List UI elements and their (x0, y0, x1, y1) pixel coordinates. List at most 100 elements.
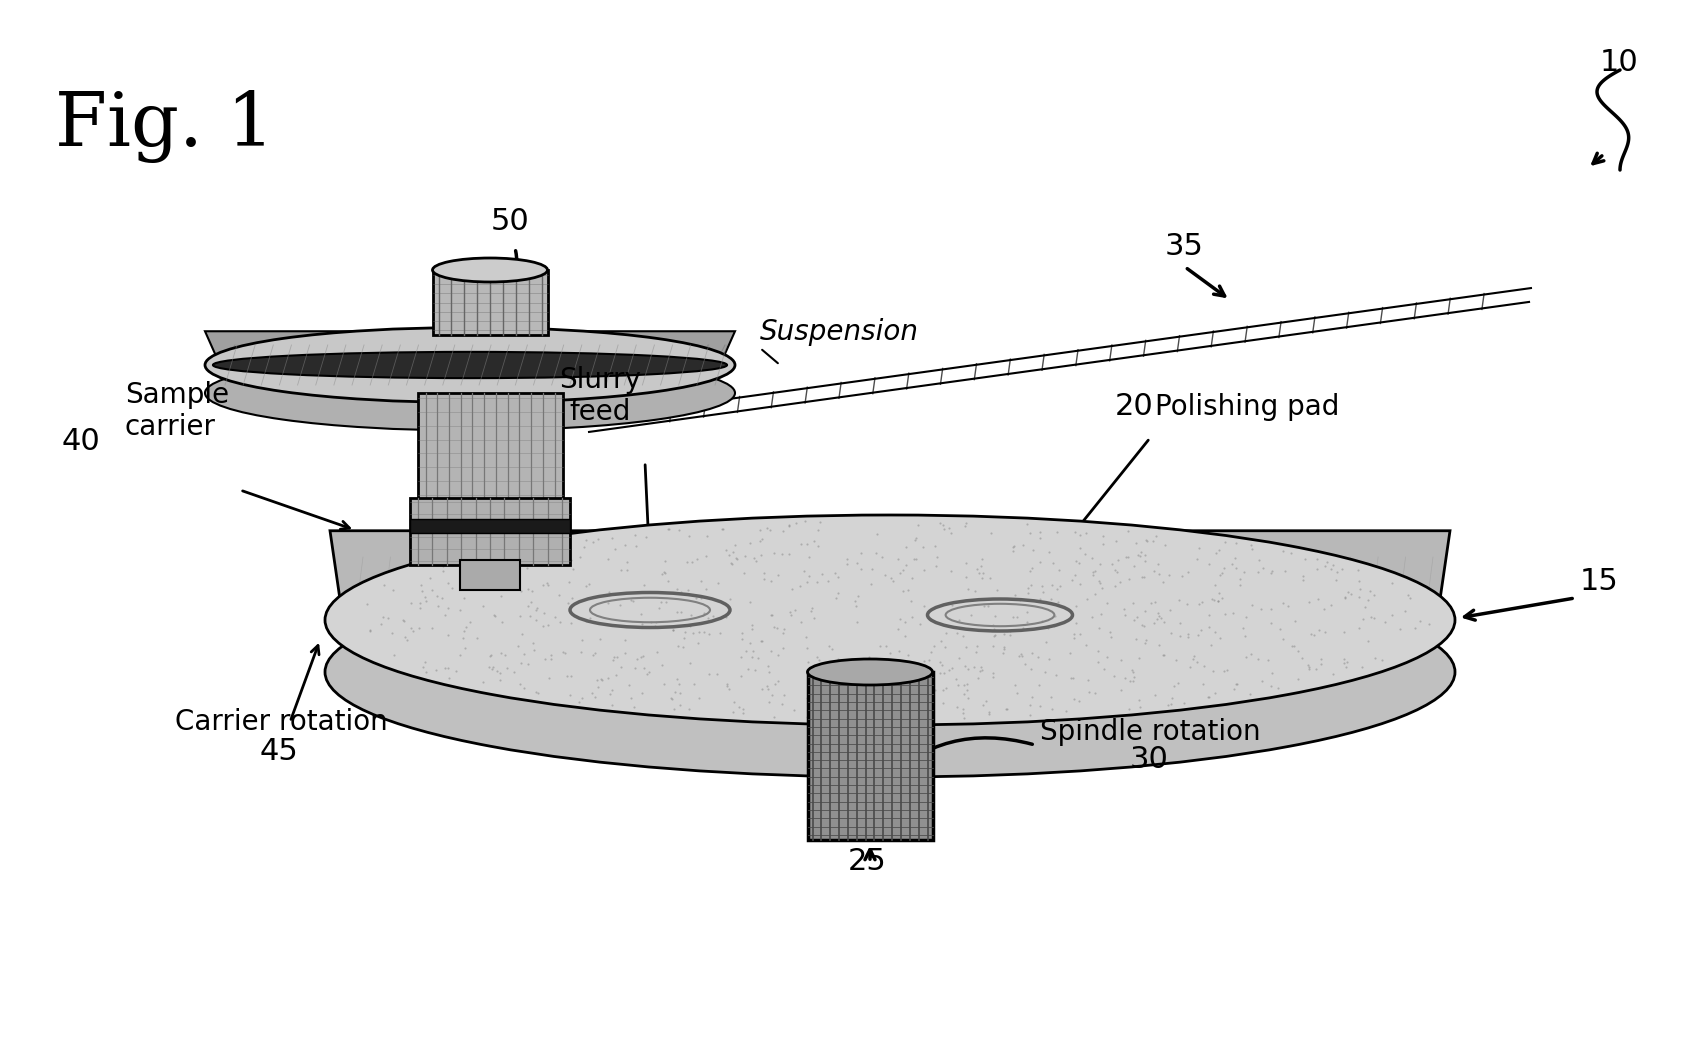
Point (903, 529, 930, 546)
Point (679, 625, 706, 642)
Point (1196, 607, 1223, 624)
Point (501, 546, 529, 563)
Point (664, 638, 691, 655)
Point (713, 678, 740, 695)
Point (1328, 560, 1355, 577)
Point (1223, 535, 1250, 552)
Point (634, 665, 661, 682)
Point (1042, 667, 1069, 684)
Point (661, 701, 688, 718)
Point (893, 538, 920, 555)
Point (922, 537, 949, 554)
Point (938, 660, 966, 677)
Point (1062, 597, 1089, 614)
Point (764, 567, 791, 584)
Point (871, 567, 898, 584)
Point (1206, 567, 1233, 584)
Point (944, 624, 971, 641)
Point (657, 690, 684, 707)
Point (618, 690, 645, 707)
Point (901, 694, 928, 711)
Point (1159, 689, 1186, 706)
Point (725, 698, 752, 715)
Point (798, 602, 825, 619)
Point (717, 590, 744, 607)
Point (922, 681, 949, 698)
Point (447, 646, 474, 663)
Point (1028, 577, 1055, 594)
Point (818, 685, 845, 702)
Point (979, 669, 1006, 686)
Point (1101, 668, 1128, 685)
Point (596, 584, 623, 601)
Point (449, 629, 476, 646)
Point (847, 663, 874, 680)
Point (449, 568, 476, 585)
Point (1352, 598, 1379, 615)
Point (1238, 537, 1265, 554)
Point (507, 675, 534, 692)
Point (1086, 572, 1113, 589)
Point (1115, 549, 1142, 566)
Point (1120, 611, 1147, 628)
Point (695, 626, 722, 643)
Point (1059, 670, 1086, 687)
Point (750, 570, 778, 587)
Text: Sample
carrier: Sample carrier (125, 381, 229, 441)
Point (1318, 596, 1345, 613)
Point (1220, 605, 1247, 622)
Point (976, 705, 1003, 722)
Point (1127, 698, 1154, 715)
Point (649, 656, 676, 673)
Point (833, 551, 861, 568)
Point (1128, 569, 1155, 586)
Point (930, 664, 957, 681)
Point (1015, 604, 1042, 621)
Point (762, 619, 789, 636)
Point (1072, 524, 1099, 541)
Point (627, 606, 654, 623)
Point (1226, 576, 1254, 593)
Point (879, 572, 906, 589)
Point (667, 696, 695, 713)
Point (1027, 529, 1054, 546)
Point (1233, 608, 1260, 625)
Point (1120, 663, 1147, 680)
Point (1204, 592, 1232, 609)
Point (432, 659, 459, 676)
Point (449, 566, 476, 583)
Point (1338, 586, 1365, 603)
Point (718, 555, 745, 572)
Point (1140, 614, 1167, 631)
Point (527, 557, 554, 574)
Ellipse shape (432, 258, 547, 282)
Point (501, 559, 529, 576)
Point (1220, 680, 1247, 697)
Point (937, 524, 964, 541)
Point (1013, 516, 1040, 533)
Point (747, 547, 774, 564)
Point (644, 644, 671, 661)
Point (757, 522, 784, 539)
Point (715, 546, 742, 563)
Point (761, 708, 788, 725)
Point (739, 617, 766, 634)
Point (1047, 577, 1074, 594)
Point (1277, 544, 1304, 561)
Point (412, 663, 439, 680)
Point (595, 670, 622, 687)
Point (950, 701, 977, 718)
Point (903, 706, 930, 723)
Point (642, 617, 669, 634)
Point (584, 678, 612, 695)
Point (551, 643, 578, 660)
Point (469, 597, 496, 614)
Point (796, 568, 823, 585)
Point (884, 643, 911, 660)
Point (1184, 654, 1211, 671)
Point (1199, 662, 1226, 679)
Point (1020, 541, 1047, 558)
Ellipse shape (325, 514, 1455, 725)
FancyBboxPatch shape (417, 393, 562, 500)
FancyBboxPatch shape (410, 519, 569, 533)
